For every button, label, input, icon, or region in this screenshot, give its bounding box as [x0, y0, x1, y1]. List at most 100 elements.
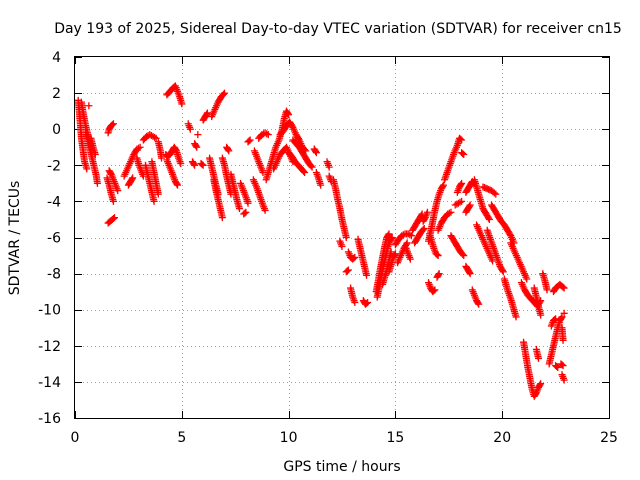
- data-point: [91, 150, 99, 158]
- data-point: [385, 230, 393, 238]
- data-point: [391, 250, 399, 258]
- x-tick-label: 20: [493, 430, 511, 446]
- data-point: [241, 209, 249, 217]
- data-point: [242, 208, 250, 216]
- data-point: [499, 268, 507, 276]
- data-point: [475, 300, 483, 308]
- data-point: [431, 286, 439, 294]
- data-point: [150, 197, 158, 205]
- data-point: [114, 187, 122, 195]
- data-point: [523, 275, 531, 283]
- data-point: [552, 315, 560, 323]
- data-point: [532, 390, 540, 398]
- data-point: [191, 161, 199, 169]
- data-point: [457, 181, 465, 189]
- data-point: [492, 190, 500, 198]
- data-point: [312, 149, 320, 157]
- data-point: [151, 133, 159, 141]
- data-point: [459, 250, 467, 258]
- data-point: [219, 90, 227, 98]
- data-point: [136, 143, 144, 151]
- data-point: [466, 201, 474, 209]
- data-point: [351, 298, 359, 306]
- data-point: [391, 251, 399, 259]
- data-point: [434, 252, 442, 260]
- y-tick-labels: -16 -14 -12 -10 -8 -6 -4 -2 0 2 4: [38, 50, 61, 427]
- data-point: [111, 214, 119, 222]
- data-point: [435, 270, 443, 278]
- data-point: [264, 131, 272, 139]
- y-tick-label: -6: [47, 231, 61, 247]
- x-tick-label: 15: [386, 430, 404, 446]
- data-point: [403, 239, 411, 247]
- data-point: [263, 130, 271, 138]
- chart-title: Day 193 of 2025, Sidereal Day-to-day VTE…: [54, 21, 622, 37]
- data-point: [364, 298, 372, 306]
- data-point: [343, 267, 351, 275]
- data-point: [152, 134, 160, 142]
- data-point: [559, 283, 567, 291]
- data-point: [325, 163, 333, 171]
- data-point: [312, 147, 320, 155]
- data-point: [83, 165, 91, 173]
- data-point: [285, 111, 293, 119]
- data-point: [158, 154, 166, 162]
- data-point: [419, 226, 427, 234]
- data-point: [458, 136, 466, 144]
- x-tick-labels: 0 5 10 15 20 25: [71, 430, 618, 446]
- data-point: [224, 146, 232, 154]
- data-point: [433, 251, 441, 259]
- data-point: [338, 243, 346, 251]
- data-point: [558, 313, 566, 321]
- data-point: [420, 224, 428, 232]
- data-point: [466, 270, 474, 278]
- data-point: [235, 205, 243, 213]
- data-point: [308, 163, 316, 171]
- data-point: [225, 147, 233, 155]
- data-point: [465, 202, 473, 210]
- data-point: [460, 252, 468, 260]
- data-point: [465, 268, 473, 276]
- data-point: [245, 137, 253, 145]
- data-point: [551, 316, 559, 324]
- data-point: [351, 253, 359, 261]
- y-tick-label: 0: [52, 122, 61, 138]
- data-point: [560, 309, 568, 317]
- data-point: [128, 175, 136, 183]
- y-tick-label: -16: [38, 411, 61, 427]
- data-point: [553, 363, 561, 371]
- data-point: [172, 146, 180, 154]
- data-point: [109, 197, 117, 205]
- data-point: [458, 179, 466, 187]
- y-tick-label: -8: [47, 267, 61, 283]
- data-point: [342, 234, 350, 241]
- data-point: [363, 271, 371, 279]
- data-point: [536, 381, 544, 389]
- data-point: [129, 174, 137, 182]
- data-point: [284, 110, 292, 118]
- data-point: [244, 199, 252, 207]
- y-axis-title: SDTVAR / TECUs: [7, 181, 23, 296]
- data-point: [317, 181, 325, 189]
- data-point: [434, 271, 442, 279]
- y-tick-label: -14: [38, 375, 61, 391]
- grid-lines: [75, 57, 609, 418]
- y-tick-label: 4: [52, 50, 61, 66]
- data-point: [193, 143, 201, 151]
- x-tick-label: 0: [71, 430, 80, 446]
- x-tick-label: 25: [600, 430, 618, 446]
- data-point: [85, 102, 93, 110]
- x-axis-title: GPS time / hours: [283, 459, 400, 475]
- data-point: [186, 125, 194, 133]
- data-point: [178, 100, 186, 108]
- data-point: [430, 287, 438, 295]
- data-point: [173, 180, 181, 188]
- data-point: [458, 197, 466, 205]
- data-point: [363, 299, 371, 307]
- data-point: [447, 208, 455, 216]
- data-point: [203, 109, 211, 117]
- data-point: [457, 135, 465, 143]
- data-point: [387, 248, 395, 256]
- y-tick-label: 2: [52, 86, 61, 102]
- data-point: [109, 120, 117, 128]
